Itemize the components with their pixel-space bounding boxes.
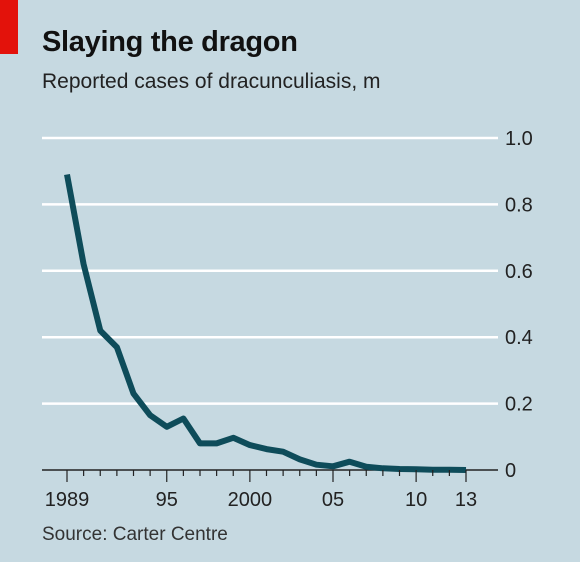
y-tick-label: 0.8 [505,194,533,216]
y-tick-label: 0.4 [505,327,533,349]
chart-title: Slaying the dragon [42,26,298,58]
x-tick-label: 10 [405,489,427,511]
x-tick-label: 95 [156,489,178,511]
y-tick-label: 1.0 [505,128,533,150]
red-flag-tab [0,0,18,54]
chart-subtitle: Reported cases of dracunculiasis, m [42,70,381,93]
y-tick-label: 0.2 [505,394,533,416]
series-layer [64,173,467,473]
y-tick-label: 0 [505,460,516,482]
source-note: Source: Carter Centre [42,524,228,545]
x-axis: 1989 95 2000 05 10 13 [45,470,477,511]
series-line [64,173,467,473]
x-tick-label: 13 [455,489,477,511]
gridlines [42,136,498,471]
y-tick-label: 0.6 [505,261,533,283]
y-axis: 0 0.2 0.4 0.6 0.8 1.0 [505,128,533,482]
x-tick-label: 05 [322,489,344,511]
x-tick-label: 2000 [228,489,273,511]
x-tick-label: 1989 [45,489,90,511]
